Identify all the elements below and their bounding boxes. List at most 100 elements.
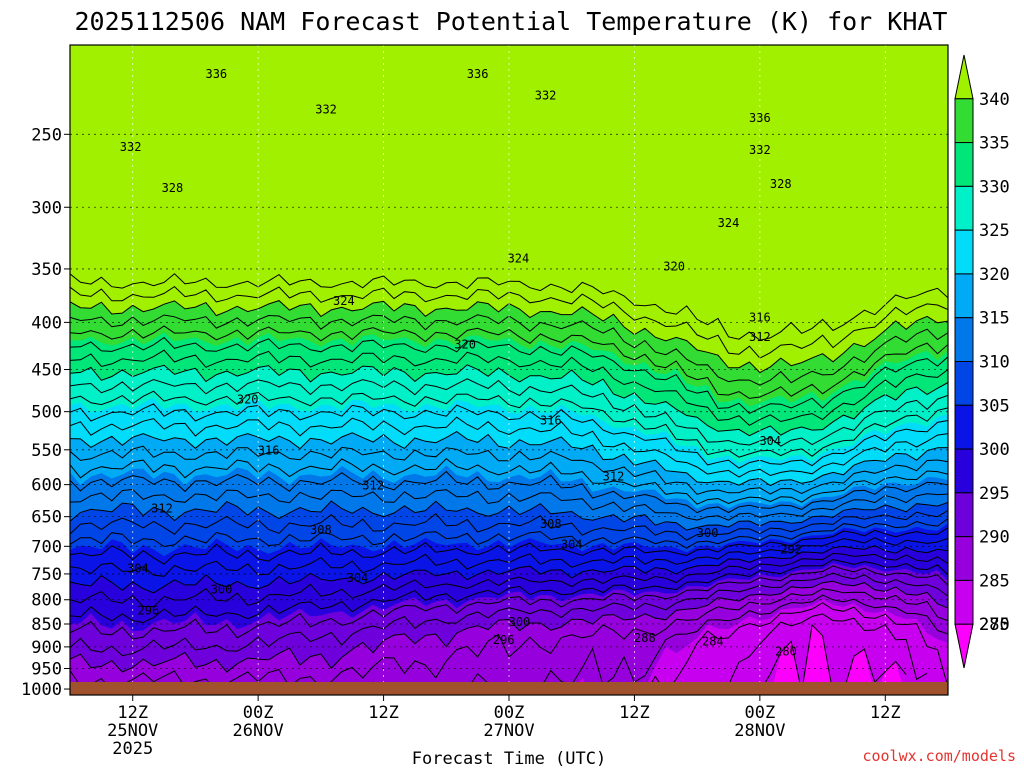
contour-line-282 — [686, 613, 928, 695]
x-axis-label: Forecast Time (UTC) — [412, 749, 606, 768]
y-tick-label-450: 450 — [31, 361, 62, 381]
x-tick-label: 12Z — [368, 703, 399, 723]
contour-label-300: 300 — [211, 583, 233, 597]
x-tick-label: 00Z — [243, 703, 274, 723]
contour-label-300: 300 — [697, 526, 719, 540]
contour-line-336 — [70, 325, 948, 399]
contour-label-328: 328 — [162, 181, 184, 195]
x-tick-label: 27NOV — [483, 721, 534, 741]
colorbar-swatch-330 — [954, 142, 974, 187]
x-tick-label: 00Z — [744, 703, 775, 723]
y-tick-label-1000: 1000 — [21, 680, 62, 700]
colorbar-label-310: 310 — [979, 353, 1010, 373]
contour-line-296 — [70, 558, 948, 624]
contour-label-312: 312 — [151, 502, 173, 516]
colorbar-label-290: 290 — [979, 528, 1010, 548]
contour-label-336: 336 — [205, 67, 227, 81]
contour-line-312 — [70, 488, 948, 521]
y-tick-label-600: 600 — [31, 476, 62, 496]
colorbar-label-340: 340 — [979, 90, 1010, 110]
contour-label-312: 312 — [362, 478, 384, 492]
contour-label-316: 316 — [540, 413, 562, 427]
y-tick-label-700: 700 — [31, 537, 62, 557]
x-tick-label: 12Z — [870, 703, 901, 723]
colorbar-swatch-295 — [954, 448, 974, 494]
y-tick-label-300: 300 — [31, 198, 62, 218]
colorbar-label-285: 285 — [979, 571, 1010, 591]
contour-label-324: 324 — [718, 216, 740, 230]
colorbar-swatch-300 — [954, 404, 974, 450]
y-tick-label-650: 650 — [31, 508, 62, 528]
contour-line-344 — [70, 273, 948, 341]
contour-label-316: 316 — [749, 310, 771, 324]
contour-label-296: 296 — [493, 633, 515, 647]
colorbar-label-330: 330 — [979, 177, 1010, 197]
contour-label-304: 304 — [127, 562, 149, 576]
contour-label-324: 324 — [508, 252, 530, 266]
contour-label-336: 336 — [467, 67, 489, 81]
y-tick-label-750: 750 — [31, 565, 62, 585]
contour-line-334 — [70, 336, 948, 415]
colorbar-swatch-305 — [954, 361, 974, 406]
x-tick-label: 28NOV — [734, 721, 785, 741]
contour-label-320: 320 — [454, 338, 476, 352]
contour-label-304: 304 — [759, 434, 781, 448]
contour-line-290 — [70, 580, 948, 673]
colorbar-swatch-325 — [954, 185, 974, 231]
colorbar-label-305: 305 — [979, 396, 1010, 416]
contour-label-280: 280 — [775, 644, 797, 658]
colorbar: 340 335 330 325 320 315 310 305 300 295 290 285 2802… — [954, 54, 1010, 669]
contour-label-300: 300 — [509, 615, 531, 629]
contour-line-304 — [70, 527, 948, 565]
colorbar-swatch-320 — [954, 229, 974, 275]
colorbar-swatch-340 — [954, 54, 974, 100]
contour-label-320: 320 — [237, 392, 259, 406]
colorbar-swatch-285 — [954, 536, 974, 581]
y-tick-label-250: 250 — [31, 125, 62, 145]
colorbar-swatch-280 — [954, 579, 974, 625]
x-tick-label: 25NOV — [107, 721, 158, 741]
colorbar-swatch-310 — [954, 317, 974, 363]
colorbar-swatch-275 — [954, 623, 974, 669]
colorbar-label-275: 275 — [979, 615, 1010, 635]
contour-label-304: 304 — [347, 571, 369, 585]
colorbar-label-280: 280 — [979, 615, 1010, 635]
contour-label-320: 320 — [663, 260, 685, 274]
colorbar-label-335: 335 — [979, 134, 1010, 154]
contour-line-314 — [70, 470, 948, 514]
colorbar-label-295: 295 — [979, 484, 1010, 504]
contour-label-332: 332 — [749, 143, 771, 157]
contour-label-292: 292 — [780, 543, 802, 557]
colorbar-label-320: 320 — [979, 265, 1010, 285]
credit-link[interactable]: coolwx.com/models — [862, 747, 1016, 765]
contour-label-328: 328 — [770, 177, 792, 191]
contour-label-332: 332 — [535, 89, 557, 103]
contour-line-328 — [70, 378, 948, 447]
contour-label-284: 284 — [702, 635, 724, 649]
y-tick-label-800: 800 — [31, 591, 62, 611]
contour-line-322 — [70, 416, 948, 478]
contour-line-332 — [70, 349, 948, 427]
contour-line-326 — [70, 390, 948, 458]
contour-line-292 — [70, 572, 948, 657]
contour-line-300 — [70, 545, 948, 594]
contour-label-312: 312 — [603, 470, 625, 484]
colorbar-swatch-290 — [954, 492, 974, 538]
y-tick-label-900: 900 — [31, 638, 62, 658]
chart-title: 2025112506 NAM Forecast Potential Temper… — [75, 7, 948, 36]
x-tick-label: 00Z — [494, 703, 525, 723]
y-tick-label-850: 850 — [31, 615, 62, 635]
x-tick-label: 2025 — [112, 739, 153, 759]
y-axis: 250 300 350 400 450 500 550 600 650 700 750 800 850 9… — [21, 125, 70, 700]
contour-label-296: 296 — [138, 604, 160, 618]
y-tick-label-350: 350 — [31, 260, 62, 280]
contour-label-308: 308 — [540, 517, 562, 531]
contour-label-324: 324 — [333, 294, 355, 308]
contour-line-310 — [70, 500, 948, 531]
x-tick-label: 26NOV — [233, 721, 284, 741]
contour-label-308: 308 — [310, 523, 332, 537]
y-tick-label-500: 500 — [31, 403, 62, 423]
contour-label-332: 332 — [315, 103, 337, 117]
